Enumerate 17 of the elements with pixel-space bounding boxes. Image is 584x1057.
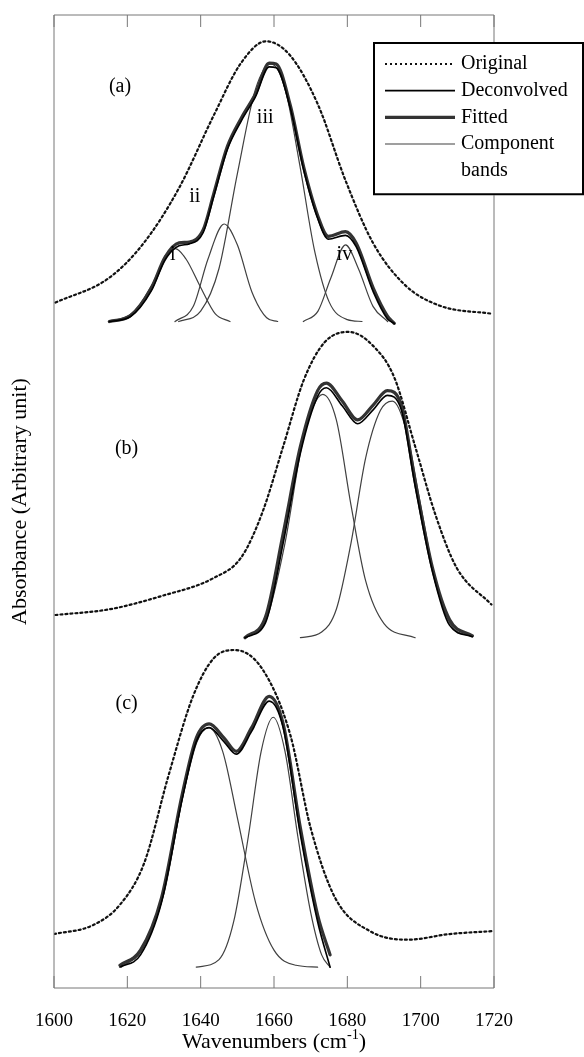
annotation: i xyxy=(170,241,177,264)
x-tick-label: 1600 xyxy=(35,1009,73,1031)
x-tick-label: 1640 xyxy=(181,1009,220,1031)
annotation: (b) xyxy=(114,436,139,460)
legend-label: Deconvolved xyxy=(461,77,568,100)
x-tick-label: 1700 xyxy=(401,1009,440,1031)
annotation: ii xyxy=(189,184,201,207)
x-tick-label: 1620 xyxy=(108,1009,147,1031)
annotation: (c) xyxy=(115,691,138,715)
annotation: iii xyxy=(256,105,274,128)
y-axis-title: Absorbance (Arbitrary unit) xyxy=(6,378,31,625)
annotation: (a) xyxy=(108,74,132,98)
legend-label: Original xyxy=(461,51,529,75)
x-tick-label: 1720 xyxy=(475,1009,513,1031)
x-tick-label: 1660 xyxy=(255,1009,293,1031)
legend-label: Component bands xyxy=(461,131,555,180)
legend-label: Fitted xyxy=(461,104,508,127)
